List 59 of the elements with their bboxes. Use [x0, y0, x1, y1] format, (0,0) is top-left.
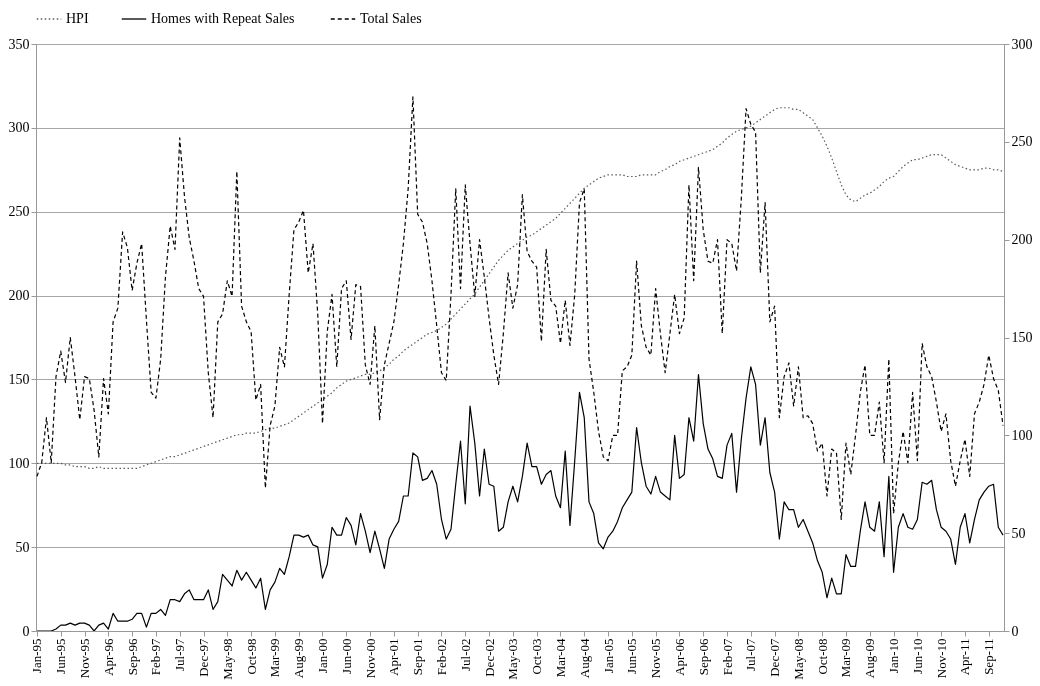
x-tick-label: Feb-02 — [433, 638, 449, 676]
x-tick-label: Nov-10 — [933, 638, 949, 679]
x-tick-label: May-08 — [790, 638, 806, 680]
x-tick-label: Nov-95 — [77, 638, 93, 679]
x-tick-label: Nov-05 — [648, 638, 664, 679]
x-tick-label: Apr-11 — [957, 638, 973, 676]
x-tick-label: Sep-96 — [124, 638, 140, 676]
x-tick-label: Jun-00 — [338, 638, 354, 674]
x-tick-label: Jan-05 — [600, 638, 616, 674]
y2-tick-label: 50 — [1011, 525, 1026, 541]
x-tick-label: Apr-96 — [100, 638, 116, 676]
x-tick-label: Dec-02 — [481, 638, 497, 677]
x-tick-label: Jul-97 — [172, 638, 188, 671]
y-tick-label: 150 — [8, 371, 30, 387]
x-tick-label: Jun-05 — [624, 638, 640, 674]
x-tick-label: Mar-99 — [267, 638, 283, 678]
x-tick-label: Feb-07 — [719, 638, 735, 676]
y-tick-label: 300 — [8, 120, 30, 136]
x-tick-label: Sep-11 — [981, 638, 997, 675]
y2-tick-label: 150 — [1011, 330, 1033, 345]
legend-label: Total Sales — [360, 11, 422, 26]
y2-tick-label: 300 — [1011, 36, 1033, 52]
x-tick-label: Mar-04 — [552, 638, 568, 678]
x-tick-label: Feb-97 — [148, 638, 164, 676]
y-tick-label: 250 — [8, 204, 30, 220]
legend-label: HPI — [66, 11, 89, 26]
x-tick-label: Dec-07 — [767, 638, 783, 677]
x-tick-label: Apr-06 — [671, 638, 687, 676]
x-tick-label: Oct-03 — [529, 638, 545, 675]
y2-tick-label: 0 — [1011, 623, 1019, 639]
x-tick-label: Sep-01 — [410, 638, 426, 676]
x-tick-label: Oct-08 — [814, 638, 830, 675]
x-tick-label: Dec-97 — [196, 638, 212, 677]
x-tick-label: Aug-09 — [862, 638, 878, 679]
x-tick-label: May-03 — [505, 638, 521, 680]
x-tick-label: May-98 — [219, 638, 235, 680]
x-tick-label: Sep-06 — [695, 638, 711, 676]
y-tick-label: 0 — [22, 623, 30, 639]
y2-tick-label: 250 — [1011, 134, 1033, 150]
x-tick-label: Jul-02 — [457, 638, 473, 671]
y-tick-label: 200 — [8, 288, 30, 304]
x-tick-label: Oct-98 — [243, 638, 259, 675]
y-tick-label: 50 — [15, 539, 30, 555]
x-tick-label: Aug-04 — [576, 638, 592, 679]
x-tick-label: Apr-01 — [386, 638, 402, 676]
y2-tick-label: 100 — [1011, 427, 1033, 443]
x-tick-label: Aug-99 — [291, 638, 307, 679]
legend-label: Homes with Repeat Sales — [151, 11, 295, 26]
x-tick-label: Nov-00 — [362, 638, 378, 679]
x-tick-label: Jun-95 — [53, 638, 69, 674]
y2-tick-label: 200 — [1011, 232, 1033, 248]
x-tick-label: Jul-07 — [743, 638, 759, 671]
y-tick-label: 350 — [8, 36, 30, 52]
x-tick-label: Jun-10 — [909, 638, 925, 674]
x-tick-label: Jan-10 — [886, 638, 902, 674]
x-tick-label: Mar-09 — [838, 638, 854, 678]
x-tick-label: Jan-00 — [315, 638, 330, 674]
y-tick-label: 100 — [8, 455, 30, 471]
x-tick-label: Jan-95 — [29, 638, 45, 674]
